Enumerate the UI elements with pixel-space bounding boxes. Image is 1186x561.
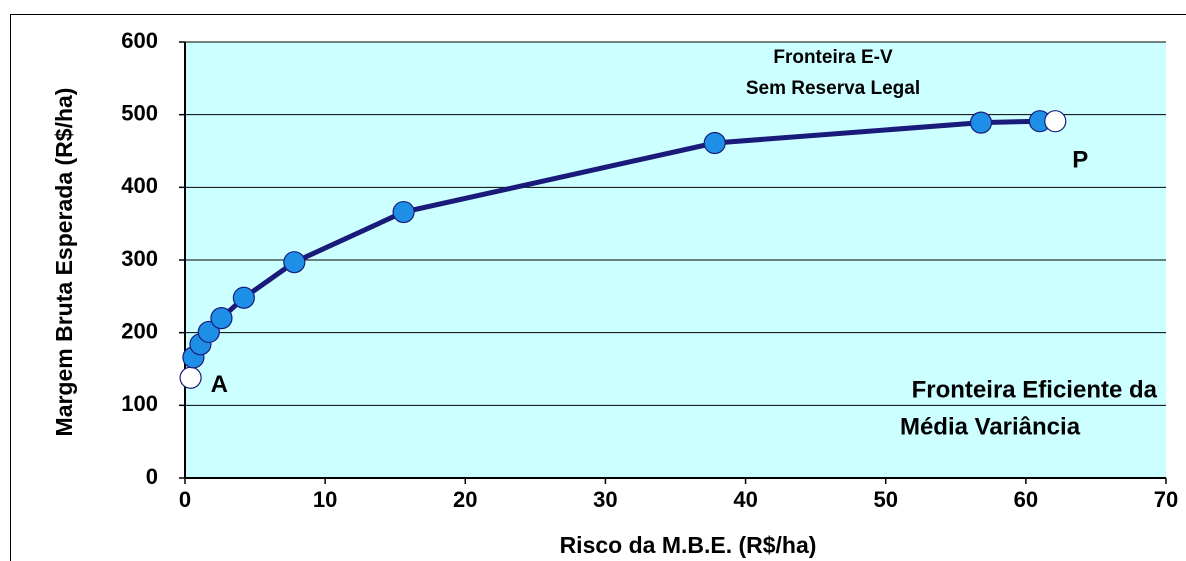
- x-tick-label: 60: [1014, 487, 1038, 512]
- point: [1044, 110, 1067, 133]
- point-label: A: [211, 371, 228, 398]
- point: [392, 200, 415, 224]
- x-tick-label: 10: [313, 487, 337, 512]
- x-tick-label: 30: [593, 487, 617, 512]
- x-tick-label: 50: [873, 487, 897, 512]
- point: [703, 131, 726, 155]
- y-tick-label: 0: [146, 464, 158, 489]
- x-axis-label: Risco da M.B.E. (R$/ha): [560, 532, 817, 558]
- x-tick-label: 0: [179, 487, 191, 512]
- annotation: Sem Reserva Legal: [746, 78, 920, 99]
- point-label: P: [1072, 147, 1088, 174]
- point: [210, 307, 233, 330]
- annotation: Fronteira E-V: [773, 47, 893, 68]
- chart-frame: [10, 14, 1186, 561]
- point: [283, 251, 306, 274]
- point: [969, 111, 993, 134]
- annotation: Média Variância: [900, 413, 1081, 440]
- y-tick-label: 300: [121, 246, 158, 271]
- y-tick-label: 600: [121, 28, 158, 53]
- point: [197, 320, 220, 344]
- x-tick-label: 70: [1154, 487, 1178, 512]
- x-tick-label: 40: [733, 487, 757, 512]
- y-tick-label: 200: [121, 318, 158, 343]
- y-axis-label: Margem Bruta Esperada (R$/ha): [51, 88, 77, 437]
- annotation: Fronteira Eficiente da: [912, 376, 1158, 403]
- x-tick-label: 20: [453, 487, 477, 512]
- point: [179, 366, 202, 389]
- point: [232, 286, 255, 309]
- y-tick-label: 500: [121, 100, 158, 125]
- y-tick-label: 400: [121, 173, 158, 198]
- y-tick-label: 100: [121, 391, 158, 416]
